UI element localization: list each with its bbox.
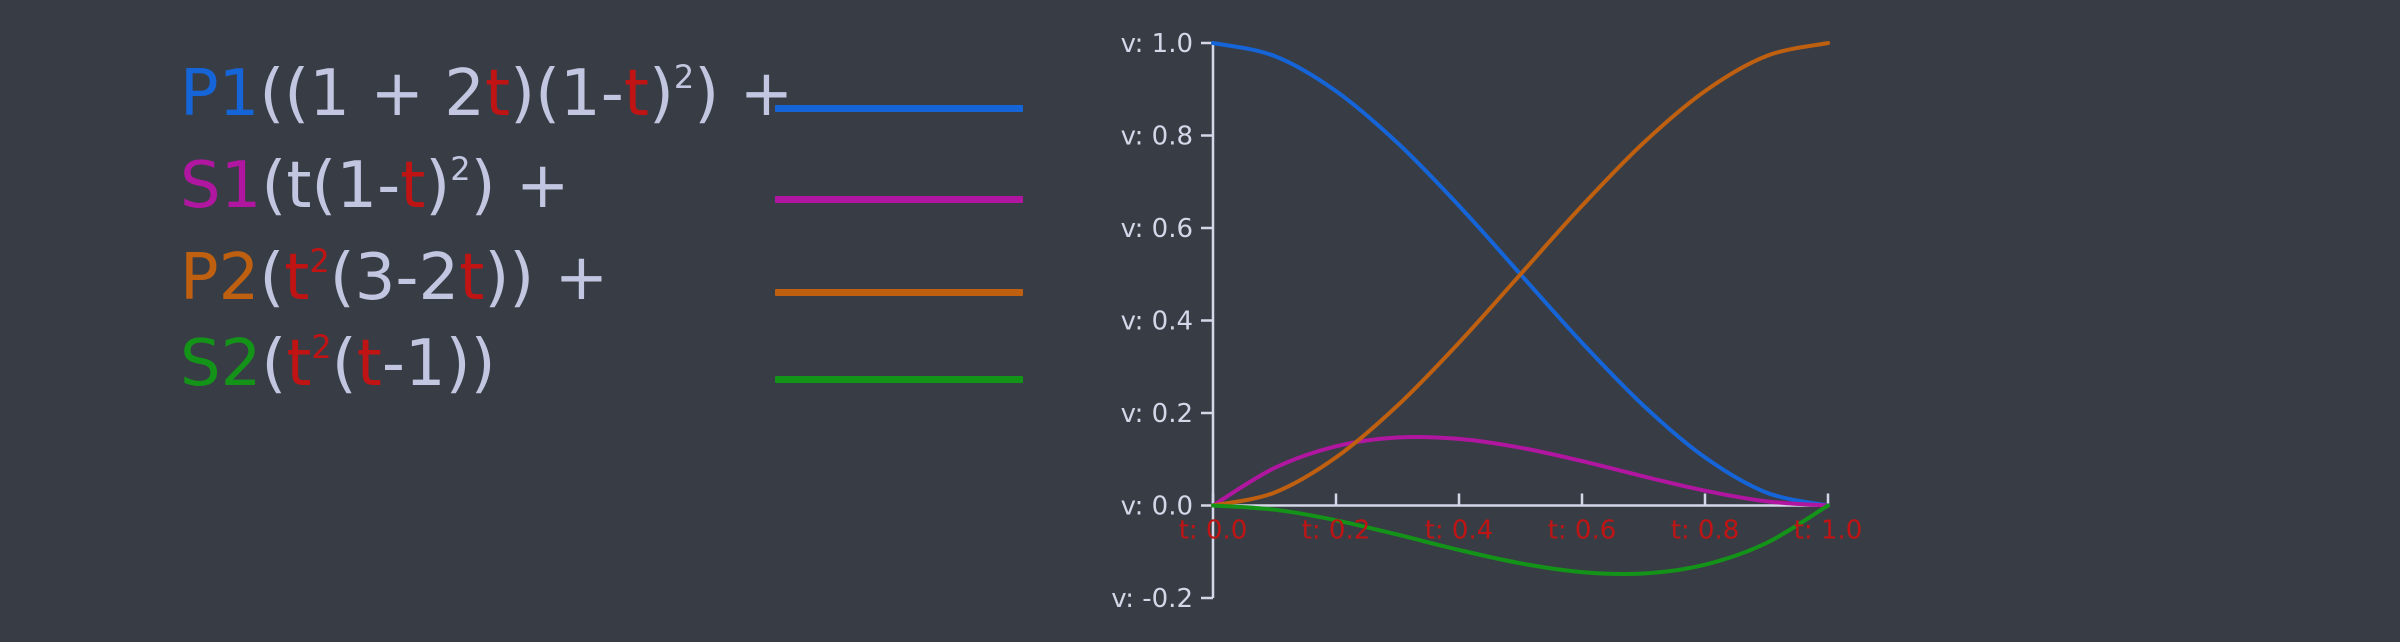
- tick-labels: v: 1.0 v: 0.8 v: 0.6 v: 0.4 v: 0.2 v: 0.0 v: -…: [1111, 29, 1862, 614]
- x-tick-label: t: 0.6: [1548, 516, 1617, 546]
- legend-s2-t-2: t: [356, 327, 382, 401]
- legend-p1-term-1: ((1 + 2: [259, 57, 485, 131]
- legend-p2-t-2: t: [459, 241, 485, 315]
- legend-p2-term-2: (3-2: [329, 241, 460, 315]
- legend-p1-t-1: t: [485, 57, 511, 131]
- y-tick-label: v: 0.8: [1121, 122, 1193, 152]
- legend-s2-term-2: (: [331, 327, 357, 401]
- series-line-s1: [1211, 434, 1830, 508]
- legend-s1-term-2: ): [425, 149, 451, 223]
- legend-s1-exponent: 2: [450, 149, 471, 188]
- x-tick-label: t: 1.0: [1794, 516, 1863, 546]
- legend-item-p2: P2(t2(3-2t)) +: [180, 245, 608, 310]
- legend-s1-name: S1: [180, 149, 262, 223]
- legend-item-s1: S1(t(1-t)2) +: [180, 153, 570, 218]
- series-line-s2: [1211, 503, 1830, 577]
- legend-s1-t-1: t: [400, 149, 426, 223]
- legend-p2-exponent: 2: [309, 241, 330, 280]
- legend-p2-term-1: (: [259, 241, 285, 315]
- legend-swatch-s1: [775, 196, 1023, 203]
- legend-p1-name: P1: [180, 57, 260, 131]
- legend-p2-term-3: )) +: [484, 241, 609, 315]
- legend-s2-t-1: t: [286, 327, 312, 401]
- legend-s1-term-3: ) +: [470, 149, 570, 223]
- legend-item-p1: P1((1 + 2t)(1-t)2) +: [180, 61, 793, 126]
- y-tick-label: v: -0.2: [1111, 584, 1193, 614]
- legend-s2-name: S2: [180, 327, 262, 401]
- x-tick-label: t: 0.0: [1179, 516, 1248, 546]
- series-layer: [1211, 41, 1830, 577]
- legend-p1-term-2: )(1-: [510, 57, 624, 131]
- x-tick-label: t: 0.2: [1302, 516, 1371, 546]
- y-tick-label: v: 0.4: [1121, 307, 1193, 337]
- y-tick-label: v: 0.2: [1121, 399, 1193, 429]
- legend-p1-t-2: t: [623, 57, 649, 131]
- legend-p1-term-4: ) +: [694, 57, 794, 131]
- legend-swatch-p2: [775, 289, 1023, 296]
- legend-s2-term-3: -1)): [381, 327, 496, 401]
- legend-p1-term-3: ): [648, 57, 674, 131]
- legend-p2-name: P2: [180, 241, 260, 315]
- legend-s1-term-1: (t(1-: [261, 149, 401, 223]
- legend-s2-term-1: (: [261, 327, 287, 401]
- y-tick-label: v: 1.0: [1121, 29, 1193, 59]
- x-tick-label: t: 0.8: [1671, 516, 1740, 546]
- legend-p1-exponent: 2: [673, 57, 695, 96]
- legend-item-s2: S2(t2(t-1)): [180, 331, 496, 396]
- legend-swatch-s2: [775, 376, 1023, 383]
- y-tick-label: v: 0.6: [1121, 214, 1193, 244]
- y-tick-label: v: 0.0: [1121, 492, 1193, 522]
- x-tick-label: t: 0.4: [1425, 516, 1494, 546]
- legend-p2-t-1: t: [284, 241, 310, 315]
- series-line-p2: [1211, 41, 1830, 508]
- legend-s2-exponent: 2: [311, 327, 332, 366]
- legend-swatch-p1: [775, 105, 1023, 112]
